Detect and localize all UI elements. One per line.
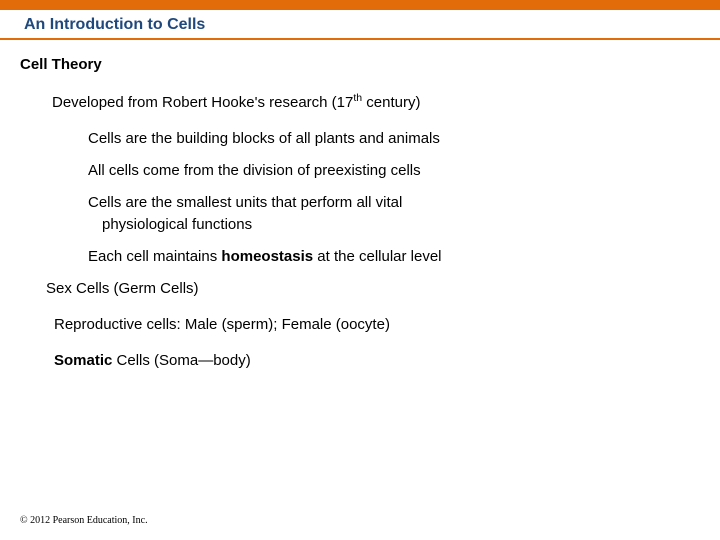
section-somatic: Somatic Cells (Soma—body)	[54, 352, 696, 370]
bullet-1: Cells are the building blocks of all pla…	[88, 130, 696, 148]
subheading-hooke: Developed from Robert Hooke's research (…	[52, 92, 696, 112]
somatic-bold: Somatic	[54, 352, 112, 369]
accent-top-bar	[0, 0, 720, 10]
bullet-4-post: at the cellular level	[313, 248, 441, 265]
subheading-post: century)	[362, 94, 420, 111]
section-sex-cells-body: Reproductive cells: Male (sperm); Female…	[54, 316, 696, 334]
bullet-4-bold: homeostasis	[221, 248, 313, 265]
bullet-4-pre: Each cell maintains	[88, 248, 221, 265]
bullet-3-line1: Cells are the smallest units that perfor…	[88, 194, 696, 212]
section-sex-cells: Sex Cells (Germ Cells)	[46, 280, 696, 298]
heading-cell-theory: Cell Theory	[20, 56, 696, 74]
bullet-3-line2: physiological functions	[102, 216, 696, 234]
copyright-text: © 2012 Pearson Education, Inc.	[20, 515, 148, 526]
bullet-2: All cells come from the division of pree…	[88, 162, 696, 180]
bullet-4: Each cell maintains homeostasis at the c…	[88, 248, 696, 266]
slide-title: An Introduction to Cells	[0, 10, 720, 38]
subheading-sup: th	[353, 92, 362, 104]
content-area: Cell Theory Developed from Robert Hooke'…	[0, 40, 720, 370]
subheading-pre: Developed from Robert Hooke's research (…	[52, 94, 353, 111]
somatic-rest: Cells (Soma—body)	[112, 352, 250, 369]
